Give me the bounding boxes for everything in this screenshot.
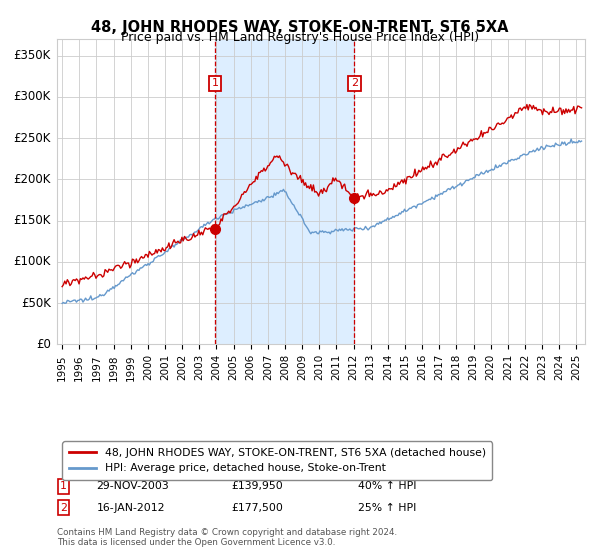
Text: £100K: £100K: [13, 255, 50, 268]
Text: 2: 2: [350, 78, 358, 88]
Text: 29-NOV-2003: 29-NOV-2003: [97, 481, 169, 491]
Text: £139,950: £139,950: [231, 481, 283, 491]
Legend: 48, JOHN RHODES WAY, STOKE-ON-TRENT, ST6 5XA (detached house), HPI: Average pric: 48, JOHN RHODES WAY, STOKE-ON-TRENT, ST6…: [62, 441, 492, 480]
Text: 40% ↑ HPI: 40% ↑ HPI: [358, 481, 416, 491]
Bar: [215, 39, 354, 344]
Text: 48, JOHN RHODES WAY, STOKE-ON-TRENT, ST6 5XA: 48, JOHN RHODES WAY, STOKE-ON-TRENT, ST6…: [91, 20, 509, 35]
Text: £300K: £300K: [13, 91, 50, 104]
Text: 16-JAN-2012: 16-JAN-2012: [97, 503, 165, 513]
Text: £150K: £150K: [13, 214, 50, 227]
Text: £200K: £200K: [13, 173, 50, 186]
Text: £50K: £50K: [21, 297, 50, 310]
Text: 1: 1: [60, 481, 67, 491]
Text: 1: 1: [211, 78, 218, 88]
Text: 2: 2: [60, 503, 67, 513]
Text: 25% ↑ HPI: 25% ↑ HPI: [358, 503, 416, 513]
Text: £250K: £250K: [13, 132, 50, 144]
Text: £177,500: £177,500: [231, 503, 283, 513]
Text: Contains HM Land Registry data © Crown copyright and database right 2024.
This d: Contains HM Land Registry data © Crown c…: [57, 528, 397, 547]
Text: £0: £0: [36, 338, 50, 351]
Text: £350K: £350K: [13, 49, 50, 62]
Text: Price paid vs. HM Land Registry's House Price Index (HPI): Price paid vs. HM Land Registry's House …: [121, 31, 479, 44]
